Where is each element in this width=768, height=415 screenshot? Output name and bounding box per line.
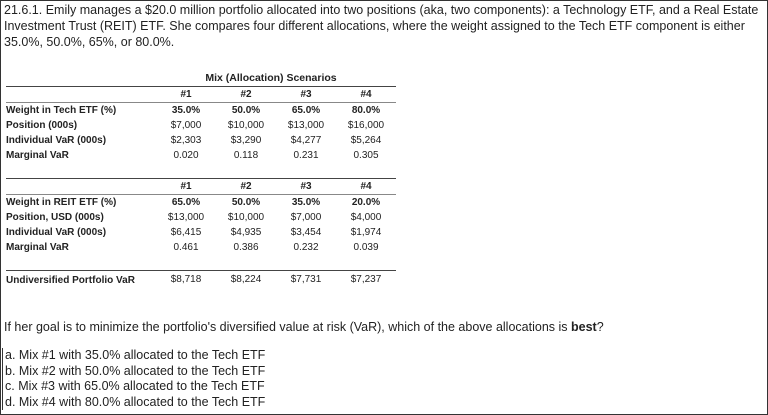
reit-mix-header-row: #1 #2 #3 #4 bbox=[6, 178, 396, 195]
table-cell: 0.305 bbox=[353, 150, 379, 161]
table-cell: 0.461 bbox=[173, 242, 199, 253]
table-cell: $5,264 bbox=[350, 135, 382, 146]
table-cell: 0.039 bbox=[353, 242, 379, 253]
mix-header: #4 bbox=[336, 86, 396, 103]
allocation-table: Mix (Allocation) Scenarios #1 #2 #3 #4 W… bbox=[6, 70, 396, 288]
table-cell: $3,454 bbox=[290, 227, 322, 238]
mix-header: #1 bbox=[156, 178, 216, 195]
row-label: Position, USD (000s) bbox=[6, 212, 104, 223]
question-emphasis: best bbox=[571, 320, 597, 334]
table-row: Weight in REIT ETF (%) 65.0% 50.0% 35.0%… bbox=[6, 195, 396, 211]
mix-header: #4 bbox=[336, 178, 396, 195]
table-row: Individual VaR (000s) $2,303 $3,290 $4,2… bbox=[6, 133, 396, 148]
answer-choice-b[interactable]: b. Mix #2 with 50.0% allocated to the Te… bbox=[2, 363, 404, 379]
scenario-grid: Mix (Allocation) Scenarios #1 #2 #3 #4 W… bbox=[6, 70, 396, 288]
table-cell: 65.0% bbox=[171, 197, 201, 208]
table-cell: $13,000 bbox=[167, 212, 205, 223]
table-cell: $4,935 bbox=[230, 227, 262, 238]
row-label: Marginal VaR bbox=[6, 242, 69, 253]
question-text: If her goal is to minimize the portfolio… bbox=[4, 319, 760, 335]
mix-header: #2 bbox=[216, 178, 276, 195]
answer-choice-c[interactable]: c. Mix #3 with 65.0% allocated to the Te… bbox=[2, 379, 404, 395]
table-cell: $3,290 bbox=[230, 135, 262, 146]
row-label: Individual VaR (000s) bbox=[6, 227, 107, 238]
table-cell: $4,277 bbox=[290, 135, 322, 146]
table-row: Individual VaR (000s) $6,415 $4,935 $3,4… bbox=[6, 225, 396, 240]
table-row: Weight in Tech ETF (%) 35.0% 50.0% 65.0%… bbox=[6, 103, 396, 119]
mix-header: #3 bbox=[276, 178, 336, 195]
table-cell: $2,303 bbox=[170, 135, 202, 146]
undiversified-var-row: Undiversified Portfolio VaR $8,718 $8,22… bbox=[6, 270, 396, 288]
table-cell: $10,000 bbox=[227, 120, 265, 131]
table-row: Position, USD (000s) $13,000 $10,000 $7,… bbox=[6, 210, 396, 225]
table-cell: 50.0% bbox=[231, 197, 261, 208]
table-title: Mix (Allocation) Scenarios bbox=[205, 71, 337, 84]
table-row: Marginal VaR 0.461 0.386 0.232 0.039 bbox=[6, 240, 396, 255]
row-label: Position (000s) bbox=[6, 120, 78, 131]
row-label: Undiversified Portfolio VaR bbox=[6, 270, 156, 288]
row-label: Weight in Tech ETF (%) bbox=[6, 105, 117, 116]
table-cell: 0.020 bbox=[173, 150, 199, 161]
row-label: Individual VaR (000s) bbox=[6, 135, 107, 146]
table-cell: 0.386 bbox=[233, 242, 259, 253]
question-intro: 21.6.1. Emily manages a $20.0 million po… bbox=[4, 3, 759, 49]
question-before: If her goal is to minimize the portfolio… bbox=[4, 320, 571, 334]
row-label: Marginal VaR bbox=[6, 150, 69, 161]
row-label: Weight in REIT ETF (%) bbox=[6, 197, 117, 208]
table-cell: 0.118 bbox=[233, 150, 259, 161]
table-cell: $6,415 bbox=[170, 227, 202, 238]
table-cell: $7,237 bbox=[336, 270, 396, 288]
table-cell: 35.0% bbox=[171, 105, 201, 116]
answer-choice-d[interactable]: d. Mix #4 with 80.0% allocated to the Te… bbox=[2, 394, 404, 410]
table-cell: 65.0% bbox=[291, 105, 321, 116]
table-row: Position (000s) $7,000 $10,000 $13,000 $… bbox=[6, 118, 396, 133]
table-cell: $1,974 bbox=[350, 227, 382, 238]
mix-header: #2 bbox=[216, 86, 276, 103]
mix-header: #3 bbox=[276, 86, 336, 103]
table-cell: $7,000 bbox=[290, 212, 322, 223]
mix-header: #1 bbox=[156, 86, 216, 103]
table-cell: 0.232 bbox=[293, 242, 319, 253]
table-row: Marginal VaR 0.020 0.118 0.231 0.305 bbox=[6, 148, 396, 163]
table-cell: $7,731 bbox=[276, 270, 336, 288]
table-cell: 0.231 bbox=[293, 150, 319, 161]
table-cell: $13,000 bbox=[287, 120, 325, 131]
table-cell: $8,224 bbox=[216, 270, 276, 288]
table-cell: 35.0% bbox=[291, 197, 321, 208]
table-cell: 20.0% bbox=[351, 197, 381, 208]
table-cell: 50.0% bbox=[231, 105, 261, 116]
table-cell: 80.0% bbox=[351, 105, 381, 116]
table-cell: $10,000 bbox=[227, 212, 265, 223]
question-after: ? bbox=[596, 320, 604, 334]
table-cell: $16,000 bbox=[347, 120, 385, 131]
table-cell: $8,718 bbox=[156, 270, 216, 288]
tech-mix-header-row: #1 #2 #3 #4 bbox=[6, 86, 396, 103]
table-cell: $7,000 bbox=[170, 120, 202, 131]
answer-choice-a[interactable]: a. Mix #1 with 35.0% allocated to the Te… bbox=[2, 348, 404, 364]
answer-choices: a. Mix #1 with 35.0% allocated to the Te… bbox=[2, 348, 404, 410]
table-cell: $4,000 bbox=[350, 212, 382, 223]
